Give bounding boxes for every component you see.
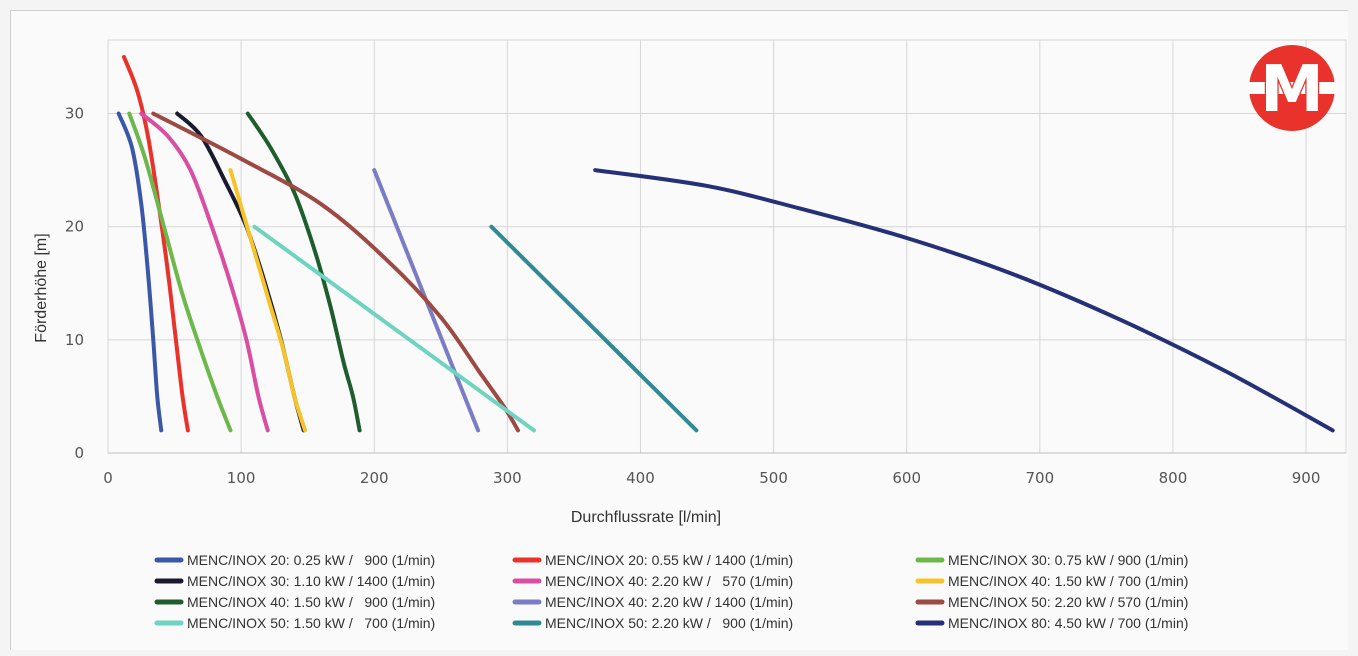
x-tick-label: 900 [1292,469,1321,487]
legend-label-8: MENC/INOX 40: 2.20 kW / 1400 (1/min) [545,594,793,610]
y-tick-label: 10 [65,331,84,349]
legend-label-3: MENC/INOX 30: 0.75 kW / 900 (1/min) [948,552,1188,568]
legend-label-6: MENC/INOX 40: 1.50 kW / 700 (1/min) [948,573,1188,589]
chart-frame [10,10,1348,650]
legend-label-2: MENC/INOX 20: 0.55 kW / 1400 (1/min) [545,552,793,568]
x-tick-labels: 0 100 200 300 400 500 600 700 800 900 [103,469,1320,487]
series-line-2 [121,54,190,433]
x-tick-label: 500 [759,469,788,487]
legend-label-7: MENC/INOX 40: 1.50 kW / 900 (1/min) [187,594,435,610]
legend: MENC/INOX 20: 0.25 kW / 900 (1/min) MENC/… [154,552,1188,631]
series-line-7 [245,111,362,433]
series-line-6 [228,168,308,433]
grid [107,39,1347,454]
x-tick-label: 300 [493,469,522,487]
legend-label-10: MENC/INOX 50: 1.50 kW / 700 (1/min) [187,615,435,631]
legend-label-5: MENC/INOX 40: 2.20 kW / 570 (1/min) [545,573,793,589]
legend-label-11: MENC/INOX 50: 2.20 kW / 900 (1/min) [545,615,793,631]
series-line-10 [252,224,536,433]
y-tick-label: 0 [74,444,84,462]
logo-letter: M [1260,53,1324,127]
series-line-1 [116,111,164,433]
y-tick-labels: 0 10 20 30 [65,105,84,462]
y-axis-label: Förderhöhe [m] [33,233,50,342]
y-tick-label: 20 [65,218,84,236]
series-lines [116,54,1335,433]
series-line-4 [175,111,306,433]
legend-label-1: MENC/INOX 20: 0.25 kW / 900 (1/min) [187,552,435,568]
x-tick-label: 400 [626,469,655,487]
x-tick-label: 700 [1026,469,1055,487]
series-line-12 [593,168,1335,433]
x-tick-label: 100 [227,469,256,487]
x-tick-label: 800 [1159,469,1188,487]
series-line-5 [139,111,270,433]
brand-logo: M [1249,45,1335,131]
legend-label-4: MENC/INOX 30: 1.10 kW / 1400 (1/min) [187,573,435,589]
legend-label-9: MENC/INOX 50: 2.20 kW / 570 (1/min) [948,594,1188,610]
y-tick-label: 30 [65,105,84,123]
legend-label-12: MENC/INOX 80: 4.50 kW / 700 (1/min) [948,615,1188,631]
x-tick-label: 200 [360,469,389,487]
x-tick-label: 600 [892,469,921,487]
series-line-11 [489,224,699,433]
x-axis-label: Durchflussrate [l/min] [571,509,721,526]
x-tick-label: 0 [103,469,113,487]
series-line-9 [151,111,521,433]
series-line-3 [127,111,233,433]
